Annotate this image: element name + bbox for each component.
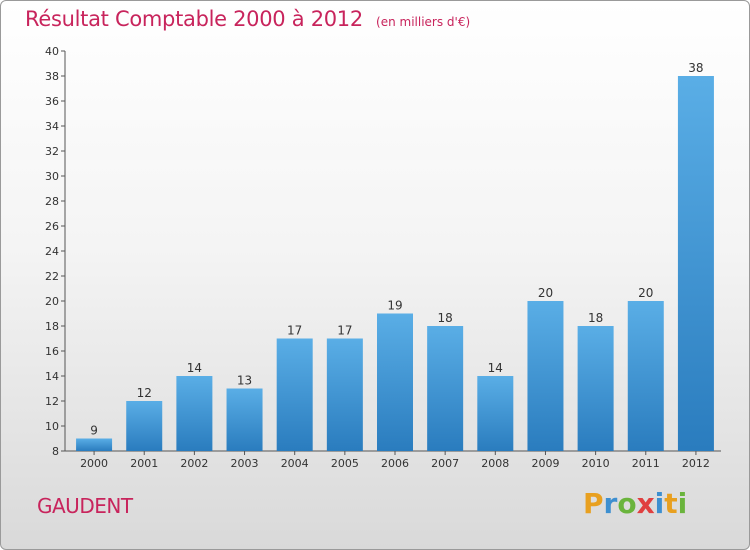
y-tick-label: 36 (45, 95, 59, 108)
bar (226, 388, 263, 451)
y-tick-label: 32 (45, 145, 59, 158)
y-tick-label: 10 (45, 420, 59, 433)
y-tick-label: 24 (45, 245, 59, 258)
bar (627, 301, 664, 451)
y-tick-label: 38 (45, 70, 59, 83)
bar (477, 376, 514, 451)
value-label: 19 (387, 299, 402, 313)
bar (76, 438, 113, 451)
x-tick-label: 2003 (231, 457, 259, 470)
value-label: 12 (137, 386, 152, 400)
logo-letter: x (636, 487, 655, 520)
value-label: 20 (538, 286, 553, 300)
y-tick-label: 20 (45, 295, 59, 308)
logo-letter: t (664, 487, 678, 520)
logo-letter: r (603, 487, 618, 520)
y-tick-label: 26 (45, 220, 59, 233)
bar (577, 326, 614, 451)
value-label: 17 (287, 324, 302, 338)
x-tick-label: 2007 (431, 457, 459, 470)
value-label: 17 (337, 324, 352, 338)
bar (326, 338, 363, 451)
value-label: 14 (488, 361, 503, 375)
value-label: 18 (588, 311, 603, 325)
y-tick-label: 12 (45, 395, 59, 408)
value-label: 13 (237, 374, 252, 388)
y-tick-label: 16 (45, 345, 59, 358)
logo-letter: i (654, 487, 665, 520)
bar (276, 338, 313, 451)
logo-letter: o (617, 487, 637, 520)
y-tick-label: 18 (45, 320, 59, 333)
value-label: 38 (688, 61, 703, 75)
proxiti-logo: Proxiti (583, 487, 687, 520)
commune-name: GAUDENT (37, 494, 133, 518)
x-tick-label: 2000 (80, 457, 108, 470)
bar (126, 401, 163, 451)
y-tick-label: 14 (45, 370, 59, 383)
value-label: 14 (187, 361, 202, 375)
y-tick-label: 30 (45, 170, 59, 183)
x-tick-label: 2001 (130, 457, 158, 470)
bar (677, 76, 714, 451)
bar (527, 301, 564, 451)
x-tick-label: 2008 (481, 457, 509, 470)
x-tick-label: 2004 (281, 457, 309, 470)
y-tick-label: 22 (45, 270, 59, 283)
y-tick-label: 34 (45, 120, 59, 133)
bar (377, 313, 413, 451)
x-tick-label: 2011 (632, 457, 660, 470)
logo-letter: i (677, 487, 688, 520)
chart-subtitle: (en milliers d'€) (376, 15, 471, 29)
x-tick-label: 2002 (180, 457, 208, 470)
y-tick-label: 28 (45, 195, 59, 208)
value-label: 9 (90, 424, 98, 438)
x-tick-label: 2012 (682, 457, 710, 470)
x-tick-label: 2006 (381, 457, 409, 470)
title-row: Résultat Comptable 2000 à 2012 (en milli… (25, 7, 470, 31)
chart-title: Résultat Comptable 2000 à 2012 (25, 7, 363, 31)
bar (427, 326, 464, 451)
x-tick-label: 2005 (331, 457, 359, 470)
bar (176, 376, 213, 451)
x-tick-label: 2009 (531, 457, 559, 470)
logo-letter: P (583, 487, 604, 520)
value-label: 18 (438, 311, 453, 325)
x-tick-label: 2010 (582, 457, 610, 470)
y-tick-label: 40 (45, 45, 59, 58)
value-label: 20 (638, 286, 653, 300)
y-tick-label: 8 (52, 445, 59, 458)
